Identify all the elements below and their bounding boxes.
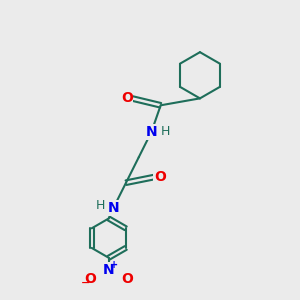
Text: N: N (103, 263, 115, 277)
Text: N: N (107, 201, 119, 215)
Text: O: O (121, 92, 133, 105)
Text: H: H (96, 199, 105, 212)
Text: −: − (81, 278, 90, 288)
Text: +: + (110, 260, 118, 270)
Text: N: N (146, 125, 157, 139)
Text: O: O (84, 272, 96, 286)
Text: H: H (160, 125, 170, 138)
Text: O: O (122, 272, 134, 286)
Text: O: O (154, 170, 166, 184)
